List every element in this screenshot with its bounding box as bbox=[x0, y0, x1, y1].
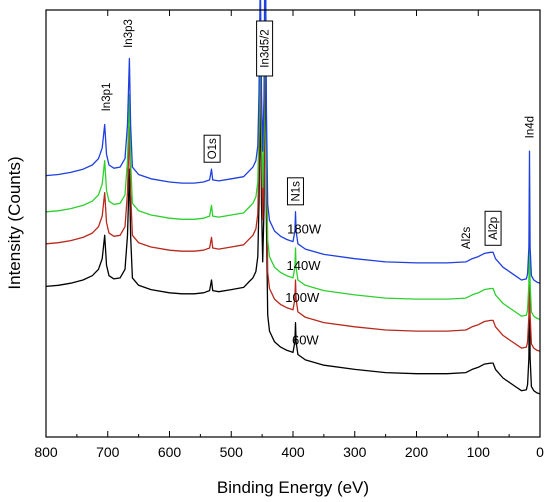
series-line-140w bbox=[45, 0, 541, 321]
series-layer bbox=[45, 0, 541, 395]
annotation-al2s: Al2s bbox=[461, 226, 473, 249]
svg-text:O1s: O1s bbox=[207, 138, 219, 159]
series-line-180w bbox=[45, 0, 541, 284]
svg-text:In3d5/2: In3d5/2 bbox=[260, 29, 272, 67]
annotation-in3d5-2: In3d5/2 bbox=[256, 20, 274, 77]
x-axis-title: Binding Energy (eV) bbox=[217, 478, 369, 497]
annotation-in3p3: In3p3 bbox=[123, 19, 135, 48]
y-axis-title: Intensity (Counts) bbox=[5, 156, 24, 289]
annotation-o1s: O1s bbox=[203, 134, 221, 163]
annotation-in3p1: In3p1 bbox=[101, 83, 113, 112]
plot-area: In3p1 In3p3 O1s In3d5/2 N1s Al2s Al2p In4d 60W 1… bbox=[45, 0, 541, 438]
annotation-n1s: N1s bbox=[286, 177, 304, 206]
annotation-in4d: In4d bbox=[525, 116, 537, 138]
series-label-60w: 60W bbox=[292, 332, 319, 347]
x-tick-label: 500 bbox=[220, 444, 244, 460]
svg-text:Al2s: Al2s bbox=[461, 226, 473, 249]
x-tick-label: 600 bbox=[158, 444, 182, 460]
series-label-100w: 100W bbox=[285, 290, 320, 305]
series-label-180w: 180W bbox=[287, 222, 322, 237]
svg-text:In4d: In4d bbox=[525, 116, 537, 138]
annotation-al2p: Al2p bbox=[484, 210, 502, 246]
x-tick-label: 200 bbox=[405, 444, 429, 460]
series-label-140w: 140W bbox=[287, 258, 322, 273]
svg-text:In3p1: In3p1 bbox=[101, 83, 113, 112]
x-axis-ticks: 800 700 600 500 400 300 200 100 0 bbox=[34, 10, 544, 460]
peak-annotations: In3p1 In3p3 O1s In3d5/2 N1s Al2s Al2p In4d bbox=[101, 19, 537, 249]
x-tick-label: 400 bbox=[281, 444, 305, 460]
x-tick-label: 300 bbox=[343, 444, 367, 460]
x-tick-label: 0 bbox=[536, 444, 544, 460]
series-labels: 60W 100W 140W 180W bbox=[285, 222, 322, 348]
x-tick-label: 700 bbox=[96, 444, 120, 460]
svg-text:N1s: N1s bbox=[290, 181, 302, 202]
x-tick-label: 100 bbox=[467, 444, 491, 460]
svg-text:In3p3: In3p3 bbox=[123, 19, 135, 48]
series-line-100w bbox=[45, 0, 541, 352]
x-tick-label: 800 bbox=[34, 444, 58, 460]
svg-text:Al2p: Al2p bbox=[488, 217, 500, 240]
series-line-60w bbox=[45, 5, 541, 395]
